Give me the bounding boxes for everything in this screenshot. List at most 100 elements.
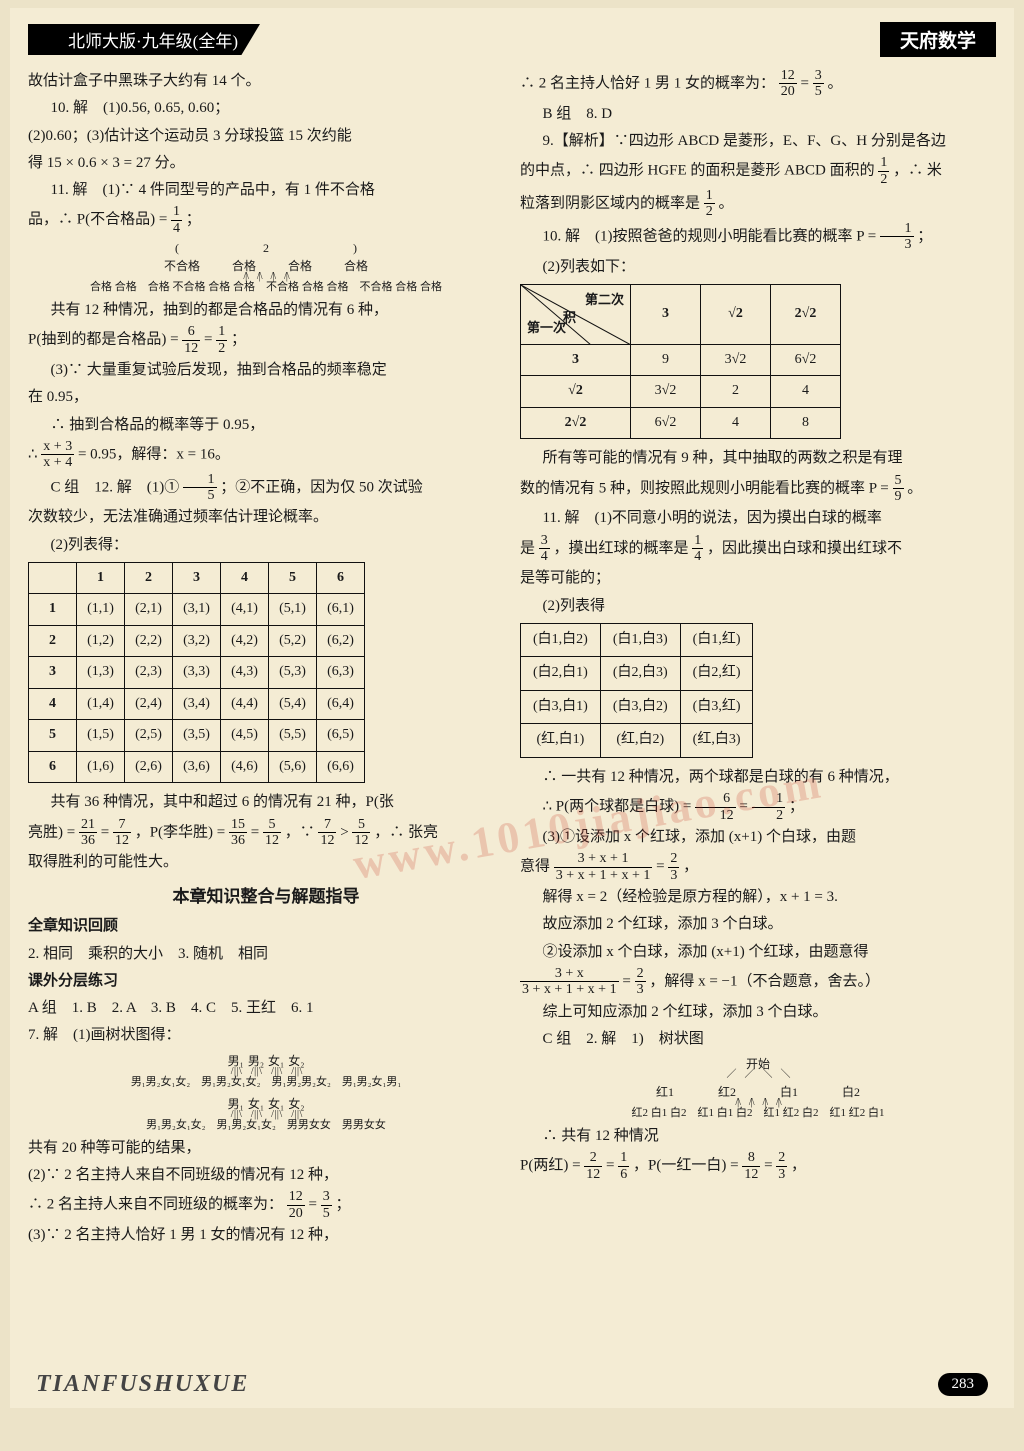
table-rowhead: √2 <box>521 376 631 408</box>
table-cell: (6,4) <box>317 688 365 720</box>
table-cell: (白2,白1) <box>521 657 601 691</box>
ball-table: (白1,白2)(白1,白3)(白1,红)(白2,白1)(白2,白3)(白2,红)… <box>520 623 753 758</box>
table-cell: (红,白3) <box>680 724 753 758</box>
page-number: 283 <box>938 1373 989 1396</box>
text: C 组 12. 解 (1)① 15 ；②不正确，因为仅 50 次试验 <box>28 472 504 504</box>
text: 共有 20 种等可能的结果， <box>28 1135 504 1161</box>
table-cell: 6√2 <box>771 344 841 376</box>
text: (3)∵ 2 名主持人恰好 1 男 1 女的情况有 12 种， <box>28 1222 504 1248</box>
text: (2)∵ 2 名主持人来自不同班级的情况有 12 种， <box>28 1162 504 1188</box>
tree-node: 白2 <box>842 1086 860 1098</box>
table-cell: (2,2) <box>125 625 173 657</box>
table-cell: (白1,白3) <box>600 623 680 657</box>
text: 数的情况有 5 种，则按照此规则小明能看比赛的概率 P = 59 。 <box>520 473 996 505</box>
tree-node: 红1 <box>656 1086 674 1098</box>
table-cell: (白3,红) <box>680 690 753 724</box>
table-header: 4 <box>221 562 269 594</box>
table-header: 2√2 <box>771 284 841 344</box>
table-rowhead: 5 <box>29 720 77 752</box>
text: 取得胜利的可能性大。 <box>28 849 504 875</box>
table-header: 3 <box>173 562 221 594</box>
table-header: √2 <box>701 284 771 344</box>
text: (2)0.60；(3)估计这个运动员 3 分球投篮 15 次约能 <box>28 123 504 149</box>
text: 所有等可能的情况有 9 种，其中抽取的两数之积是有理 <box>520 445 996 471</box>
text: 共有 36 种情况，其中和超过 6 的情况有 21 种，P(张 <box>28 789 504 815</box>
table-cell: (1,1) <box>77 594 125 626</box>
table-rowhead: 2 <box>29 625 77 657</box>
text: 10. 解 (1)0.56, 0.65, 0.60； <box>28 95 504 121</box>
text: 11. 解 (1)不同意小明的说法，因为摸出白球的概率 <box>520 505 996 531</box>
product-table: 第二次积第一次3√22√2393√26√2√23√2242√26√248 <box>520 284 841 440</box>
columns: 故估计盒子中黑珠子大约有 14 个。 10. 解 (1)0.56, 0.65, … <box>28 67 996 1249</box>
table-diag-header: 第二次积第一次 <box>521 284 631 344</box>
left-column: 故估计盒子中黑珠子大约有 14 个。 10. 解 (1)0.56, 0.65, … <box>28 67 504 1249</box>
table-rowhead: 6 <box>29 751 77 783</box>
tree-diagram-1: ( 2 ) 不合格合格合格合格 /|\ /|\ /|\ /|\ 合格 合格 合格… <box>28 242 504 293</box>
table-cell: (2,4) <box>125 688 173 720</box>
table-cell: 4 <box>701 407 771 439</box>
table-cell: (4,1) <box>221 594 269 626</box>
table-cell: (4,6) <box>221 751 269 783</box>
text: 在 0.95， <box>28 384 504 410</box>
table-cell: (3,3) <box>173 657 221 689</box>
table-header: 1 <box>77 562 125 594</box>
right-column: ∴ 2 名主持人恰好 1 男 1 女的概率为： 1220 = 35 。 B 组 … <box>520 67 996 1249</box>
table-header: 2 <box>125 562 173 594</box>
text: (2)列表得 <box>520 593 996 619</box>
text: A 组 1. B 2. A 3. B 4. C 5. 王红 6. 1 <box>28 995 504 1021</box>
table-cell: (4,2) <box>221 625 269 657</box>
text: 7. 解 (1)画树状图得： <box>28 1022 504 1048</box>
text: 10. 解 (1)按照爸爸的规则小明能看比赛的概率 P = 13 ； <box>520 221 996 253</box>
table-cell: (白3,白2) <box>600 690 680 724</box>
text: 3 + x3 + x + 1 + x + 1 = 23 ，解得 x = −1（不… <box>520 966 996 998</box>
text: 粒落到阴影区域内的概率是 12 。 <box>520 188 996 220</box>
text: 故应添加 2 个红球，添加 3 个白球。 <box>520 911 996 937</box>
text: 是 34 ，摸出红球的概率是 14 ，因此摸出白球和摸出红球不 <box>520 533 996 565</box>
table-header: 6 <box>317 562 365 594</box>
table-cell: (1,2) <box>77 625 125 657</box>
table-cell: (5,6) <box>269 751 317 783</box>
table-cell: (1,4) <box>77 688 125 720</box>
table-header <box>29 562 77 594</box>
table-rowhead: 4 <box>29 688 77 720</box>
table-cell: (红,白1) <box>521 724 601 758</box>
text: ∴ P(两个球都是白球) = 612 = 12 ； <box>520 791 996 823</box>
table-cell: (5,1) <box>269 594 317 626</box>
table-cell: (3,2) <box>173 625 221 657</box>
table-cell: (6,1) <box>317 594 365 626</box>
subhead: 全章知识回顾 <box>28 913 504 939</box>
table-cell: 3√2 <box>701 344 771 376</box>
text: (3)∵ 大量重复试验后发现，抽到合格品的频率稳定 <box>28 357 504 383</box>
text: B 组 8. D <box>520 101 996 127</box>
text: ∴ 一共有 12 种情况，两个球都是白球的有 6 种情况， <box>520 764 996 790</box>
table-cell: (1,3) <box>77 657 125 689</box>
table-rowhead: 1 <box>29 594 77 626</box>
table-cell: (2,3) <box>125 657 173 689</box>
table-cell: (4,4) <box>221 688 269 720</box>
table-cell: (6,2) <box>317 625 365 657</box>
text: ∴ 2 名主持人来自不同班级的概率为： 1220 = 35 ； <box>28 1189 504 1221</box>
page-footer: TIANFUSHUXUE 283 <box>36 1371 988 1398</box>
table-cell: (6,5) <box>317 720 365 752</box>
table-rowhead: 2√2 <box>521 407 631 439</box>
text: (2)列表如下： <box>520 254 996 280</box>
table-header: 3 <box>631 284 701 344</box>
page: 北师大版·九年级(全年) 天府数学 故估计盒子中黑珠子大约有 14 个。 10.… <box>10 8 1014 1408</box>
text: 是等可能的； <box>520 565 996 591</box>
tree-node: 合格 <box>344 260 368 272</box>
text: 解得 x = 2（经检验是原方程的解），x + 1 = 3. <box>520 884 996 910</box>
table-cell: (5,4) <box>269 688 317 720</box>
table-cell: (白2,白3) <box>600 657 680 691</box>
fraction: 14 <box>171 204 182 236</box>
tree-diagram-2: 男₁/ | | \ 男₂/ | | \ 女₁/ | | \ 女₂/ | | \ … <box>28 1055 504 1131</box>
text: 亮胜) = 2136 = 712 ，P(李华胜) = 1536 = 512 ，∵… <box>28 817 504 849</box>
table-cell: (3,1) <box>173 594 221 626</box>
pair-table: 1234561(1,1)(2,1)(3,1)(4,1)(5,1)(6,1)2(1… <box>28 562 365 784</box>
table-cell: (3,5) <box>173 720 221 752</box>
table-cell: (3,4) <box>173 688 221 720</box>
section-title: 本章知识整合与解题指导 <box>28 882 504 912</box>
table-cell: 9 <box>631 344 701 376</box>
header-left: 北师大版·九年级(全年) <box>28 24 260 55</box>
tree-node: 不合格 <box>164 260 200 272</box>
text: 共有 12 种情况，抽到的都是合格品的情况有 6 种， <box>28 297 504 323</box>
